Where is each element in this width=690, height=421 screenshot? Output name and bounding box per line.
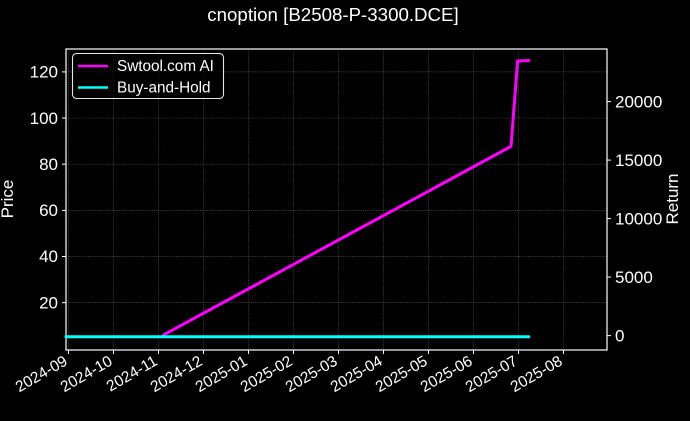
svg-text:15000: 15000 [615,151,662,170]
svg-text:20000: 20000 [615,92,662,111]
svg-text:20: 20 [39,293,58,312]
svg-text:cnoption [B2508-P-3300.DCE]: cnoption [B2508-P-3300.DCE] [207,4,458,25]
svg-text:5000: 5000 [615,268,653,287]
svg-text:60: 60 [39,201,58,220]
svg-text:0: 0 [615,326,624,345]
svg-text:100: 100 [30,109,58,128]
svg-text:120: 120 [30,63,58,82]
svg-text:Buy-and-Hold: Buy-and-Hold [117,80,211,97]
svg-text:10000: 10000 [615,209,662,228]
svg-text:Swtool.com AI: Swtool.com AI [117,58,214,75]
svg-text:Price: Price [0,180,17,219]
svg-text:Return: Return [663,173,682,224]
svg-text:40: 40 [39,247,58,266]
svg-text:80: 80 [39,155,58,174]
